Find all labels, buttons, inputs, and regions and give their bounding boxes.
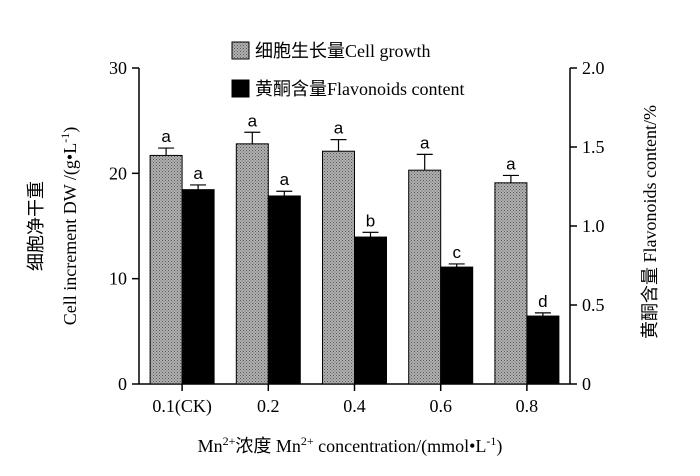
right-tick-label: 0 xyxy=(582,374,591,394)
bar xyxy=(354,236,387,385)
left-axis-ticks: 0 10 20 30 xyxy=(109,58,139,394)
significance-label: c xyxy=(452,243,461,262)
significance-label: a xyxy=(280,170,290,189)
x-tick-label: 0.4 xyxy=(343,396,366,416)
right-axis-title: 黄酮含量 Flavonoids content/% xyxy=(640,105,660,339)
bars: a a a a a b a c a d xyxy=(149,111,560,385)
significance-label: d xyxy=(538,292,547,311)
significance-label: a xyxy=(193,164,203,183)
right-tick-label: 2.0 xyxy=(582,58,605,78)
right-tick-label: 1.0 xyxy=(582,216,605,236)
bar xyxy=(322,150,355,385)
legend-label-flavonoids: 黄酮含量Flavonoids content xyxy=(255,79,465,99)
bar xyxy=(149,154,183,385)
legend-label-cell-growth: 细胞生长量Cell growth xyxy=(255,41,431,61)
significance-label: a xyxy=(506,154,516,173)
bar xyxy=(235,143,269,385)
bar xyxy=(494,182,528,385)
bar xyxy=(526,315,560,385)
right-tick-label: 1.5 xyxy=(582,137,605,157)
right-axis-ticks: 0 0.5 1.0 1.5 2.0 xyxy=(570,58,605,394)
right-tick-label: 0.5 xyxy=(582,295,605,315)
legend: 细胞生长量Cell growth 黄酮含量Flavonoids content xyxy=(231,41,465,99)
bar xyxy=(181,189,215,385)
x-axis-title: Mn2+浓度 Mn2+ concentration/(mmol•L-1) xyxy=(198,434,503,457)
x-tick-label: 0.2 xyxy=(257,396,280,416)
legend-swatch-cell-growth xyxy=(231,41,250,60)
left-tick-label: 10 xyxy=(109,269,127,289)
bar xyxy=(267,195,301,385)
left-axis-title-cn: 细胞净干重 xyxy=(26,181,46,271)
left-tick-label: 20 xyxy=(109,163,127,183)
significance-label: a xyxy=(161,127,171,146)
bar xyxy=(440,266,474,385)
significance-label: a xyxy=(334,119,344,138)
left-tick-label: 30 xyxy=(109,58,127,78)
x-axis-ticks: 0.1(CK) 0.2 0.4 0.6 0.8 xyxy=(152,384,538,417)
x-tick-label: 0.6 xyxy=(429,396,452,416)
x-tick-label: 0.8 xyxy=(516,396,539,416)
bar xyxy=(408,169,442,385)
x-tick-label: 0.1(CK) xyxy=(152,396,212,417)
significance-label: a xyxy=(248,111,258,130)
significance-label: b xyxy=(366,211,375,230)
left-axis-title-en: Cell increment DW /(g•L-1) xyxy=(58,127,81,325)
left-tick-label: 0 xyxy=(118,374,127,394)
legend-swatch-flavonoids xyxy=(231,79,250,98)
significance-label: a xyxy=(420,133,430,152)
